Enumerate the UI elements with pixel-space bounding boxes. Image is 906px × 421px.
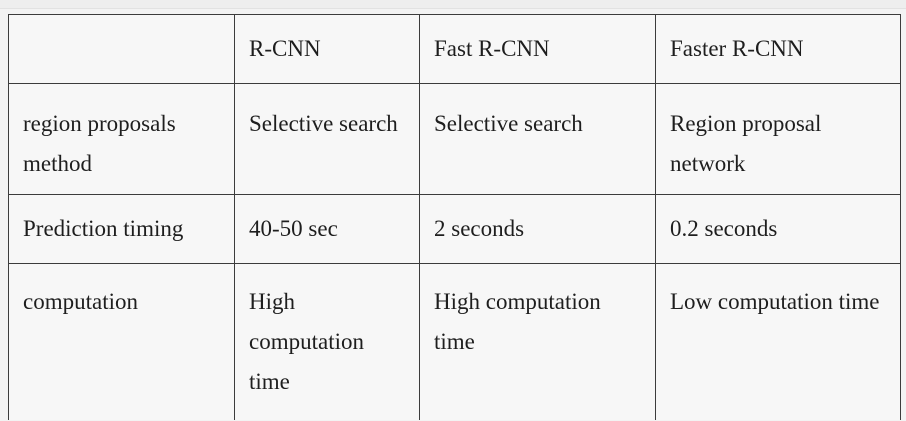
table-cell: 2 seconds <box>419 194 656 264</box>
table-cell: High computation time <box>419 263 656 420</box>
table-row: Prediction timing 40-50 sec 2 seconds 0.… <box>8 194 901 264</box>
header-cell-rcnn: R-CNN <box>234 14 420 84</box>
table-cell: Region proposal network <box>655 83 901 195</box>
row-label-region-proposals: region proposals method <box>8 83 235 195</box>
row-label-prediction-timing: Prediction timing <box>8 194 235 264</box>
table-cell: High computation time <box>234 263 420 420</box>
header-cell-fast-rcnn: Fast R-CNN <box>419 14 656 84</box>
table-row: region proposals method Selective search… <box>8 83 901 195</box>
table-cell: Low computation time <box>655 263 901 420</box>
table-cell: 40-50 sec <box>234 194 420 264</box>
table-header-row: R-CNN Fast R-CNN Faster R-CNN <box>8 14 901 84</box>
table-row: computation High computation time High c… <box>8 263 901 420</box>
table-cell: Selective search <box>419 83 656 195</box>
header-cell-empty <box>8 14 235 84</box>
top-toolbar-strip <box>0 0 906 9</box>
table-cell: 0.2 seconds <box>655 194 901 264</box>
comparison-table: R-CNN Fast R-CNN Faster R-CNN region pro… <box>8 14 901 420</box>
header-cell-faster-rcnn: Faster R-CNN <box>655 14 901 84</box>
table-cell: Selective search <box>234 83 420 195</box>
row-label-computation: computation <box>8 263 235 420</box>
